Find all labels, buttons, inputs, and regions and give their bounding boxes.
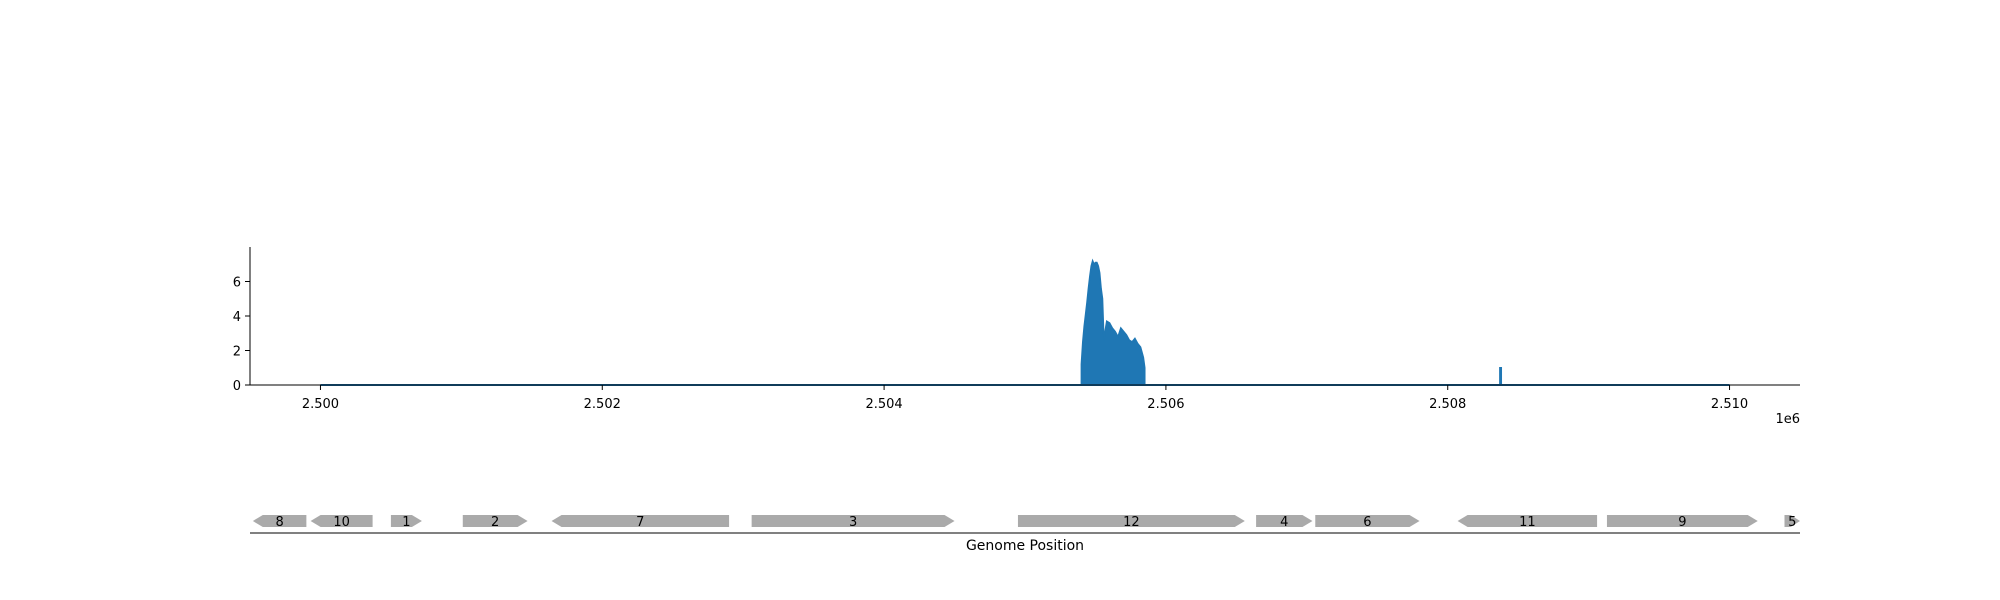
gene-arrow-8 (252, 515, 307, 527)
gene-arrow-10 (310, 515, 373, 527)
coverage-spike (1499, 367, 1503, 386)
gene-label-10: 10 (333, 515, 350, 530)
coverage-x-ticks: 2.500 2.502 2.504 2.506 2.508 2.510 (302, 385, 1748, 412)
x-axis-offset-label: 1e6 (1775, 412, 1800, 427)
x-tick-label: 2.502 (584, 397, 621, 412)
gene-label-11: 11 (1519, 515, 1536, 530)
gene-arrow-11 (1457, 515, 1598, 527)
gene-arrow-12 (1017, 515, 1245, 527)
x-tick-label: 2.508 (1429, 397, 1466, 412)
coverage-plot: 2.500 2.502 2.504 2.506 2.508 2.510 0 2 4 6 1e6 (233, 247, 1800, 427)
x-tick-label: 2.500 (302, 397, 339, 412)
y-tick-label: 0 (233, 379, 241, 394)
gene-arrow-2 (462, 515, 528, 527)
x-tick-label: 2.506 (1147, 397, 1184, 412)
gene-arrow-7 (551, 515, 730, 527)
coverage-peak (1080, 258, 1146, 386)
gene-label-5: 5 (1788, 515, 1796, 530)
x-tick-label: 2.504 (865, 397, 902, 412)
gene-arrow-9 (1606, 515, 1758, 527)
gene-label-1: 1 (402, 515, 410, 530)
gene-arrow-5 (1784, 515, 1800, 527)
gene-map: 8 10 1 2 7 3 12 4 6 11 9 5 Genome Position (250, 515, 1800, 554)
gene-label-12: 12 (1123, 515, 1140, 530)
gene-label-7: 7 (636, 515, 644, 530)
gene-arrow-1 (390, 515, 422, 527)
genome-position-label: Genome Position (966, 538, 1084, 554)
gene-label-6: 6 (1363, 515, 1371, 530)
gene-arrow-3 (751, 515, 955, 527)
y-tick-label: 2 (233, 345, 241, 360)
gene-arrow-4 (1256, 515, 1313, 527)
coverage-y-ticks: 0 2 4 6 (233, 276, 250, 394)
coverage-series (320, 258, 1730, 386)
gene-label-3: 3 (849, 515, 857, 530)
y-tick-label: 4 (233, 310, 241, 325)
gene-label-9: 9 (1678, 515, 1686, 530)
gene-label-8: 8 (275, 515, 283, 530)
y-tick-label: 6 (233, 276, 241, 291)
gene-arrow-6 (1315, 515, 1420, 527)
gene-label-2: 2 (491, 515, 499, 530)
gene-label-4: 4 (1280, 515, 1288, 530)
gene-arrows: 8 10 1 2 7 3 12 4 6 11 9 5 (252, 515, 1800, 530)
x-tick-label: 2.510 (1711, 397, 1748, 412)
